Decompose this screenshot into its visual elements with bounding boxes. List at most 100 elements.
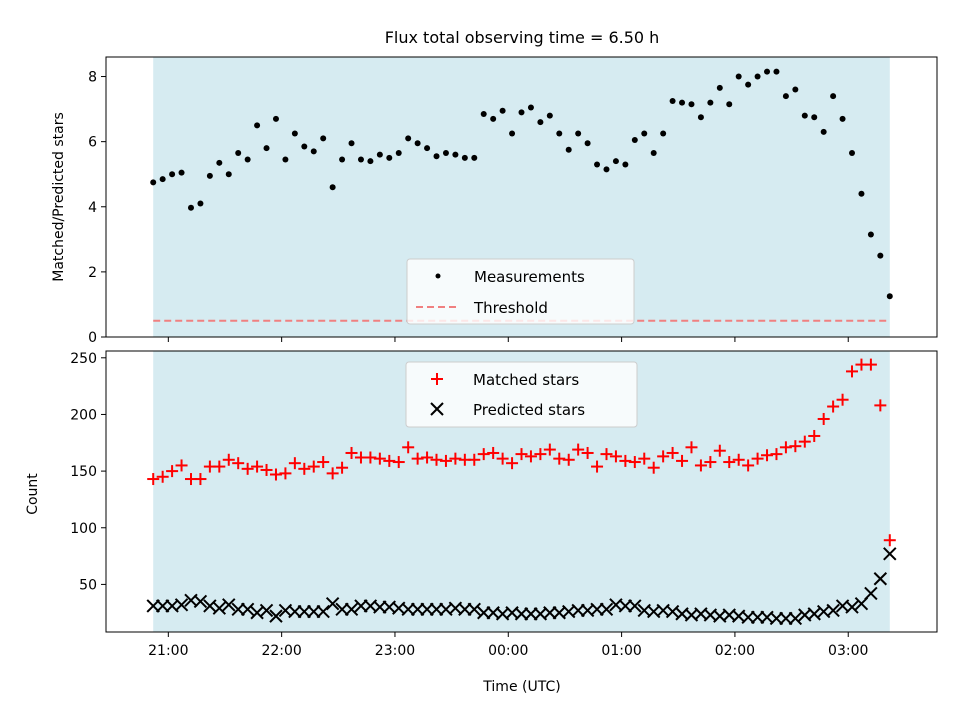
matched-stars-point bbox=[411, 452, 424, 465]
legend-matched-label: Matched stars bbox=[473, 371, 579, 389]
predicted-stars-point bbox=[212, 601, 227, 615]
predicted-stars-point bbox=[883, 547, 897, 561]
measurement-point bbox=[839, 115, 846, 122]
predicted-stars-point bbox=[618, 599, 633, 613]
matched-stars-point bbox=[638, 452, 651, 465]
measurement-point bbox=[367, 158, 374, 165]
matched-stars-point bbox=[524, 450, 537, 463]
matched-stars-point bbox=[279, 467, 292, 480]
matched-stars-point bbox=[175, 459, 188, 472]
predicted-stars-point bbox=[297, 604, 312, 619]
measurement-point bbox=[849, 150, 856, 157]
measurement-point bbox=[782, 93, 789, 100]
bottom-x-axis: 21:00 22:00 23:00 00:00 01:00 02:00 03:00 bbox=[148, 632, 868, 659]
matched-stars-point bbox=[600, 448, 613, 461]
bottom-x-tick-label: 01:00 bbox=[601, 643, 641, 659]
measurement-point bbox=[452, 151, 459, 158]
measurement-point bbox=[320, 135, 327, 142]
matched-stars-point bbox=[373, 452, 386, 465]
matched-stars-point bbox=[222, 453, 235, 466]
measurement-point bbox=[669, 97, 676, 104]
measurement-point bbox=[688, 101, 695, 108]
legend-predicted-marker bbox=[430, 402, 444, 416]
matched-stars-point bbox=[694, 459, 707, 472]
legend-predicted-label: Predicted stars bbox=[473, 401, 585, 419]
measurement-point bbox=[858, 190, 865, 197]
predicted-stars-point bbox=[420, 602, 434, 617]
measurement-point bbox=[150, 179, 157, 186]
matched-stars-point bbox=[251, 460, 264, 473]
matched-stars-point bbox=[307, 460, 320, 473]
bottom-x-tick-label: 03:00 bbox=[828, 643, 868, 659]
measurement-point bbox=[206, 172, 213, 179]
matched-stars-point bbox=[534, 448, 547, 461]
bottom-legend-box bbox=[405, 361, 638, 428]
predicted-stars-point bbox=[155, 599, 170, 613]
predicted-stars-point bbox=[788, 611, 803, 626]
matched-stars-point bbox=[572, 443, 585, 456]
measurement-point bbox=[376, 151, 383, 158]
matched-stars-point bbox=[543, 443, 556, 456]
predicted-stars-point bbox=[873, 572, 888, 586]
measurement-point bbox=[339, 156, 346, 163]
matched-stars-point bbox=[232, 457, 245, 470]
matched-stars-point bbox=[364, 451, 377, 464]
predicted-stars-point bbox=[458, 602, 472, 617]
bottom-y-tick-label: 250 bbox=[70, 351, 97, 367]
measurement-point bbox=[442, 150, 449, 157]
measurement-point bbox=[490, 115, 497, 122]
measurement-point bbox=[537, 119, 544, 126]
matched-stars-point bbox=[147, 473, 160, 486]
predicted-stars-point bbox=[288, 604, 302, 619]
predicted-stars-point bbox=[335, 602, 349, 617]
measurement-point bbox=[735, 73, 742, 80]
top-y-tick-label: 0 bbox=[88, 330, 97, 346]
matched-stars-point bbox=[836, 393, 849, 406]
measurement-point bbox=[707, 99, 714, 106]
measurement-point bbox=[546, 112, 553, 119]
matched-stars-point bbox=[392, 456, 405, 469]
measurement-point bbox=[801, 112, 808, 119]
bottom-axes-frame bbox=[105, 350, 938, 633]
matched-stars-point bbox=[496, 452, 509, 465]
matched-stars-point bbox=[817, 412, 830, 425]
matched-stars-point bbox=[591, 460, 604, 473]
measurement-point bbox=[726, 101, 733, 108]
bottom-y-tick-label: 200 bbox=[70, 407, 97, 423]
measurement-point bbox=[509, 130, 516, 137]
matched-stars-point bbox=[156, 470, 169, 483]
measurement-point bbox=[244, 156, 251, 163]
measurement-point bbox=[773, 68, 780, 75]
matched-stars-point bbox=[779, 441, 792, 454]
matched-stars-point bbox=[345, 446, 358, 459]
measurement-point bbox=[225, 171, 232, 178]
measurement-point bbox=[830, 93, 837, 100]
matched-stars-point bbox=[515, 448, 528, 461]
predicted-stars-point bbox=[524, 607, 538, 621]
measurement-point bbox=[357, 156, 364, 163]
measurement-point bbox=[405, 135, 412, 142]
predicted-stars-point bbox=[401, 602, 415, 617]
measurement-point bbox=[197, 200, 204, 207]
matched-stars-point bbox=[770, 448, 783, 461]
measurement-point bbox=[660, 130, 667, 137]
matched-stars-point bbox=[269, 468, 282, 481]
predicted-stars-point bbox=[864, 586, 878, 601]
predicted-stars-point bbox=[344, 602, 359, 617]
predicted-stars-point bbox=[193, 594, 208, 609]
measurement-point bbox=[877, 252, 884, 259]
measurement-point bbox=[282, 156, 289, 163]
matched-stars-point bbox=[704, 456, 717, 469]
predicted-stars-point bbox=[240, 602, 255, 617]
measurement-point bbox=[187, 204, 194, 211]
measurement-point bbox=[310, 148, 317, 155]
predicted-stars-point bbox=[354, 599, 368, 613]
measurement-point bbox=[754, 73, 761, 80]
matched-stars-point bbox=[402, 441, 415, 454]
bottom-x-axis-label: Time (UTC) bbox=[482, 679, 560, 695]
matched-stars-point bbox=[827, 400, 840, 413]
predicted-stars-point bbox=[514, 607, 529, 621]
predicted-stars-point bbox=[779, 611, 793, 626]
matched-stars-point bbox=[628, 456, 641, 469]
measurement-point bbox=[612, 158, 619, 165]
